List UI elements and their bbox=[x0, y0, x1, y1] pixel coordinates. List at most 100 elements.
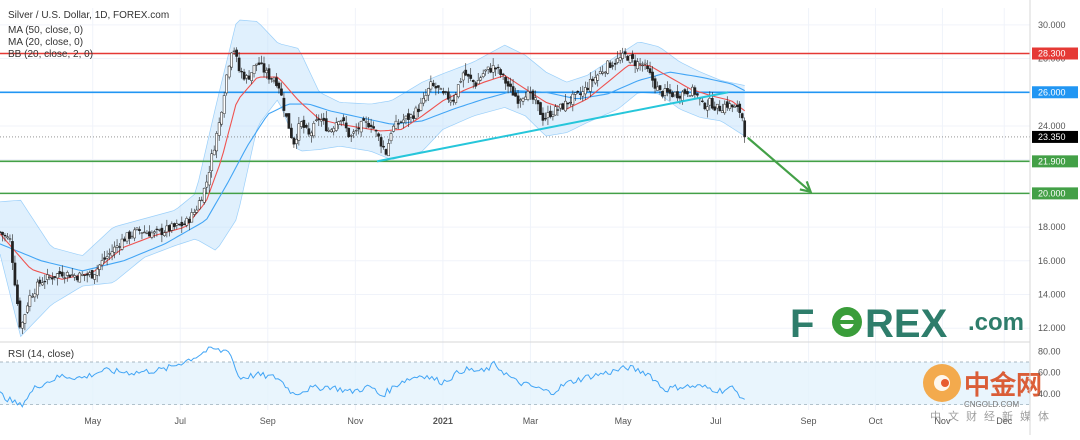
candle-23 bbox=[55, 272, 59, 286]
candle-163 bbox=[404, 115, 408, 125]
time-tick-label: Dec bbox=[996, 416, 1013, 426]
candle-body bbox=[626, 56, 629, 61]
candle-body bbox=[0, 231, 2, 233]
candle-118 bbox=[292, 137, 296, 148]
candle-293 bbox=[728, 101, 732, 111]
candle-body bbox=[424, 95, 428, 101]
forex-logo-com: .com bbox=[968, 309, 1024, 336]
candle-50 bbox=[123, 236, 126, 242]
candle-190 bbox=[471, 79, 475, 89]
candle-body bbox=[172, 223, 176, 228]
candle-body bbox=[148, 231, 151, 237]
candle-body bbox=[387, 143, 390, 157]
candle-body bbox=[514, 92, 517, 97]
forex-logo-F: F bbox=[790, 302, 814, 346]
candle-body bbox=[80, 274, 84, 276]
candle-67 bbox=[165, 219, 169, 238]
candle-277 bbox=[688, 95, 692, 97]
candle-2 bbox=[3, 233, 7, 242]
candle-22 bbox=[53, 276, 57, 281]
rsi-band-fill bbox=[0, 362, 1030, 405]
candle-138 bbox=[342, 114, 346, 125]
candle-219 bbox=[544, 112, 547, 122]
candle-254 bbox=[631, 50, 634, 63]
candle-79 bbox=[195, 205, 199, 214]
candle-61 bbox=[150, 230, 154, 240]
time-axis[interactable]: May Jul Sep Nov 2021 Mar May Jul Sep Oct Nov Dec bbox=[84, 416, 1013, 426]
candle-237 bbox=[588, 72, 592, 98]
candle-114 bbox=[282, 92, 286, 118]
candle-body bbox=[324, 118, 328, 132]
candle-93 bbox=[230, 52, 233, 71]
candle-body bbox=[182, 223, 186, 225]
candle-body bbox=[58, 271, 62, 275]
candle-body bbox=[653, 78, 657, 89]
candle-body bbox=[282, 97, 286, 111]
candle-body bbox=[451, 99, 455, 102]
candle-body bbox=[280, 88, 283, 96]
candle-body bbox=[491, 65, 495, 73]
support-trendline bbox=[376, 91, 729, 163]
candle-body bbox=[60, 271, 64, 277]
candle-221 bbox=[549, 105, 552, 119]
candle-body bbox=[277, 82, 281, 89]
candle-body bbox=[454, 94, 458, 103]
candle-body bbox=[75, 276, 79, 281]
candle-body bbox=[663, 88, 667, 96]
candle-148 bbox=[367, 117, 370, 129]
candle-66 bbox=[163, 230, 166, 237]
candle-body bbox=[372, 126, 375, 129]
candle-body bbox=[175, 223, 179, 226]
candle-body bbox=[683, 89, 687, 94]
candle-body bbox=[494, 67, 497, 70]
candle-5 bbox=[11, 234, 14, 270]
candle-74 bbox=[182, 220, 186, 226]
candle-249 bbox=[618, 50, 622, 64]
candle-223 bbox=[554, 103, 557, 116]
candle-body bbox=[374, 130, 378, 132]
time-tick-label: May bbox=[84, 416, 102, 426]
candle-10 bbox=[23, 313, 27, 331]
price-label-text: 28.300 bbox=[1038, 49, 1066, 59]
candle-body bbox=[382, 145, 385, 148]
candle-body bbox=[205, 181, 209, 188]
rsi-axis[interactable]: 80.00 60.00 40.00 bbox=[1038, 346, 1061, 399]
candle-151 bbox=[374, 129, 378, 138]
candle-body bbox=[432, 82, 435, 86]
candle-body bbox=[135, 227, 139, 230]
candle-body bbox=[476, 80, 480, 85]
candle-body bbox=[546, 112, 550, 118]
candle-176 bbox=[436, 85, 440, 94]
candle-227 bbox=[564, 94, 567, 113]
candle-body bbox=[691, 86, 694, 96]
candle-body bbox=[235, 49, 238, 57]
bb-lower bbox=[0, 92, 745, 338]
candle-body bbox=[384, 149, 388, 155]
price-axis[interactable]: 30.00028.00026.00024.00022.00020.00018.0… bbox=[1032, 20, 1078, 333]
candle-body bbox=[536, 100, 540, 105]
candle-18 bbox=[43, 274, 47, 290]
candle-86 bbox=[212, 145, 216, 156]
candle-202 bbox=[501, 72, 505, 81]
candle-body bbox=[138, 229, 141, 231]
candle-42 bbox=[103, 250, 106, 263]
price-tick-label: 16.000 bbox=[1038, 256, 1066, 266]
candle-247 bbox=[613, 58, 617, 71]
candle-243 bbox=[603, 70, 607, 77]
candle-body bbox=[474, 82, 478, 87]
candle-56 bbox=[138, 226, 141, 235]
candle-180 bbox=[446, 87, 450, 104]
candle-body bbox=[125, 232, 129, 242]
candle-183 bbox=[454, 91, 458, 105]
candle-252 bbox=[626, 54, 629, 61]
candle-154 bbox=[382, 140, 385, 150]
candle-body bbox=[688, 95, 692, 97]
candle-89 bbox=[220, 111, 224, 127]
candle-body bbox=[18, 300, 22, 328]
candle-body bbox=[379, 137, 383, 147]
candle-123 bbox=[304, 123, 308, 129]
candle-body bbox=[618, 57, 622, 61]
candle-body bbox=[616, 58, 620, 63]
candle-body bbox=[392, 125, 395, 132]
candle-128 bbox=[317, 114, 321, 127]
